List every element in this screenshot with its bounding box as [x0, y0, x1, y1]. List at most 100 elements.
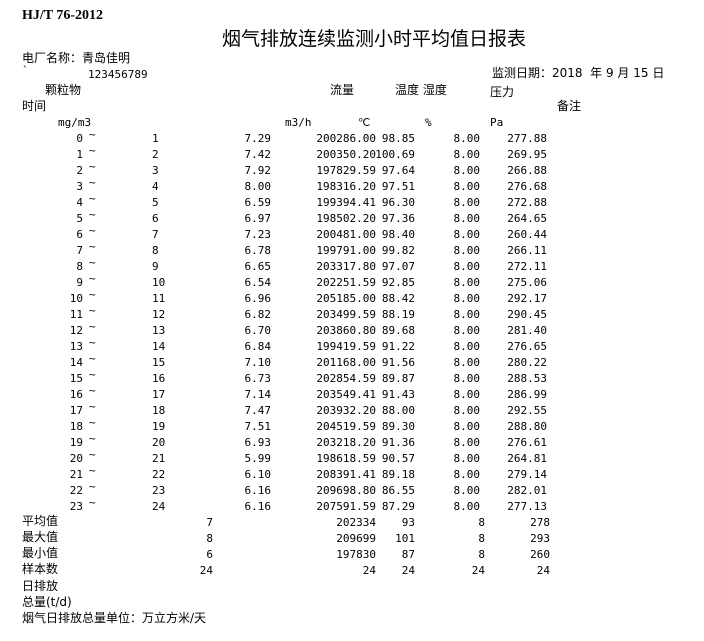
- tilde: ~: [89, 336, 96, 349]
- tilde: ~: [89, 432, 96, 445]
- pressure-cell: 277.88: [507, 132, 547, 145]
- flow-cell: 203218.20: [316, 436, 376, 449]
- flow-cell: 202854.59: [316, 372, 376, 385]
- humidity-cell: 8.00: [453, 500, 481, 513]
- unit-label: Pa: [490, 116, 504, 129]
- tilde: ~: [89, 272, 96, 285]
- flow-cell: 202251.59: [316, 276, 376, 289]
- end-hour: 1: [152, 132, 159, 145]
- column-header: 时间: [22, 99, 47, 113]
- flow-cell: 203549.41: [316, 388, 376, 401]
- dust-cell: 7.23: [244, 228, 272, 241]
- start-hour: 3: [76, 180, 83, 193]
- humidity-cell: 8.00: [453, 212, 481, 225]
- temp-cell: 90.57: [381, 452, 415, 465]
- pressure-cell: 282.01: [507, 484, 547, 497]
- summary-label: 最小值: [22, 546, 59, 560]
- unit-label: mg/m3: [58, 116, 92, 129]
- monitor-date: 监测日期：2018 年 9 月 15 日: [492, 66, 665, 80]
- tilde: ~: [89, 192, 96, 205]
- end-hour: 4: [152, 180, 159, 193]
- pressure-cell: 277.13: [507, 500, 547, 513]
- temp-cell: 87.29: [381, 500, 415, 513]
- start-hour: 17: [69, 404, 83, 417]
- start-hour: 23: [69, 500, 83, 513]
- humidity-cell: 8.00: [453, 132, 481, 145]
- start-hour: 4: [76, 196, 83, 209]
- standard-code: HJ/T 76-2012: [22, 8, 104, 23]
- humidity-cell: 8.00: [453, 436, 481, 449]
- dust-cell: 6.82: [244, 308, 272, 321]
- pressure-cell: 280.22: [507, 356, 547, 369]
- end-hour: 8: [152, 244, 159, 257]
- end-hour: 23: [152, 484, 166, 497]
- tilde: ~: [89, 400, 96, 413]
- tilde: ~: [89, 176, 96, 189]
- start-hour: 12: [69, 324, 83, 337]
- end-hour: 11: [152, 292, 166, 305]
- unit-label: ℃: [358, 116, 371, 129]
- flow-cell: 198502.20: [316, 212, 376, 225]
- humidity-cell: 8.00: [453, 420, 481, 433]
- end-hour: 20: [152, 436, 166, 449]
- end-hour: 5: [152, 196, 159, 209]
- end-hour: 12: [152, 308, 166, 321]
- tilde: ~: [89, 208, 96, 221]
- end-hour: 15: [152, 356, 166, 369]
- pressure-cell: 266.11: [507, 244, 547, 257]
- summary-cell: 24: [536, 564, 550, 577]
- code: 123456789: [88, 68, 148, 81]
- summary-cell: 87: [401, 548, 415, 561]
- tilde: ~: [89, 304, 96, 317]
- start-hour: 0: [76, 132, 83, 145]
- dust-cell: 7.47: [244, 404, 272, 417]
- end-hour: 19: [152, 420, 166, 433]
- summary-cell: 8: [478, 548, 485, 561]
- column-header: 压力: [490, 85, 515, 99]
- start-hour: 11: [69, 308, 83, 321]
- column-header: 颗粒物: [45, 83, 82, 97]
- tilde: ~: [89, 224, 96, 237]
- tilde: ~: [89, 320, 96, 333]
- humidity-cell: 8.00: [453, 324, 481, 337]
- summary-cell: 24: [471, 564, 485, 577]
- dust-cell: 6.59: [244, 196, 272, 209]
- tilde: ~: [89, 480, 96, 493]
- humidity-cell: 8.00: [453, 340, 481, 353]
- temp-cell: 98.85: [381, 132, 415, 145]
- summary-cell: 278: [530, 516, 550, 529]
- start-hour: 20: [69, 452, 83, 465]
- flow-cell: 209698.80: [316, 484, 376, 497]
- end-hour: 9: [152, 260, 159, 273]
- tilde: ~: [89, 464, 96, 477]
- flow-cell: 208391.41: [316, 468, 376, 481]
- pressure-cell: 288.53: [507, 372, 547, 385]
- start-hour: 15: [69, 372, 83, 385]
- summary-cell: 197830: [336, 548, 376, 561]
- temp-cell: 97.36: [381, 212, 415, 225]
- temp-cell: 98.40: [381, 228, 415, 241]
- start-hour: 16: [69, 388, 83, 401]
- temp-cell: 92.85: [381, 276, 415, 289]
- pressure-cell: 292.17: [507, 292, 547, 305]
- flow-cell: 199394.41: [316, 196, 376, 209]
- pressure-cell: 266.88: [507, 164, 547, 177]
- summary-cell: 7: [206, 516, 213, 529]
- end-hour: 24: [152, 500, 166, 513]
- temp-cell: 97.51: [381, 180, 415, 193]
- flow-cell: 199419.59: [316, 340, 376, 353]
- tilde: ~: [89, 496, 96, 509]
- flow-cell: 203932.20: [316, 404, 376, 417]
- start-hour: 9: [76, 276, 83, 289]
- tilde: ~: [89, 288, 96, 301]
- end-hour: 21: [152, 452, 166, 465]
- humidity-cell: 8.00: [453, 308, 481, 321]
- start-hour: 18: [69, 420, 83, 433]
- footer-note: 烟气日排放总量单位：万立方米/天: [22, 611, 207, 625]
- end-hour: 18: [152, 404, 166, 417]
- dust-cell: 7.14: [244, 388, 272, 401]
- temp-cell: 89.87: [381, 372, 415, 385]
- flow-cell: 207591.59: [316, 500, 376, 513]
- temp-cell: 97.07: [381, 260, 415, 273]
